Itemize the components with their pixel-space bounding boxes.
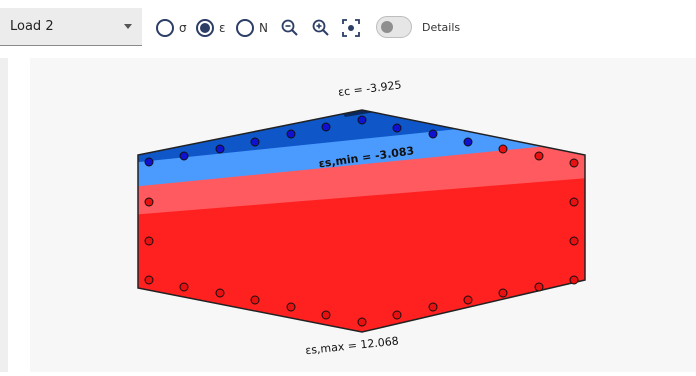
- radio-ring: [236, 19, 254, 37]
- rebar-tension: [498, 144, 508, 154]
- section-outline: [137, 109, 586, 333]
- rebar-tension: [498, 288, 508, 298]
- rebar-compression: [463, 137, 473, 147]
- rebar-tension: [569, 197, 579, 207]
- rebar-tension: [392, 310, 402, 320]
- fit-view-icon: [342, 19, 360, 37]
- rebar-compression: [357, 115, 367, 125]
- rebar-tension: [144, 236, 154, 246]
- rebar-compression: [286, 129, 296, 139]
- reinforcement-bars: [144, 115, 579, 327]
- rebar-tension: [463, 295, 473, 305]
- toolbar: Load 2 σ ε N De: [0, 0, 696, 56]
- rebar-tension: [144, 275, 154, 285]
- strain-diagram-canvas[interactable]: εc = -3.925 εs,min = -3.083 εs,max = 12.…: [30, 58, 696, 372]
- load-case-select[interactable]: Load 2: [0, 8, 142, 46]
- load-case-value: Load 2: [10, 19, 54, 34]
- details-toggle[interactable]: [376, 16, 412, 38]
- rebar-tension: [569, 236, 579, 246]
- radio-epsilon-label: ε: [219, 21, 226, 35]
- rebar-tension: [534, 282, 544, 292]
- rebar-tension: [286, 302, 296, 312]
- radio-sigma-label: σ: [179, 21, 187, 35]
- rebar-tension: [569, 275, 579, 285]
- rebar-tension: [144, 197, 154, 207]
- rebar-compression: [250, 137, 260, 147]
- rebar-tension: [428, 302, 438, 312]
- zoom-out-button[interactable]: [279, 17, 301, 39]
- rebar-tension: [179, 282, 189, 292]
- radio-selected-dot: [200, 23, 210, 33]
- toggle-knob: [381, 21, 393, 33]
- chevron-down-icon: [124, 24, 132, 29]
- rebar-tension: [534, 151, 544, 161]
- ec-label: εc = -3.925: [337, 78, 402, 99]
- rebar-tension: [215, 288, 225, 298]
- radio-n-label: N: [259, 21, 268, 35]
- radio-ring: [156, 19, 174, 37]
- es-max-label: εs,max = 12.068: [305, 334, 400, 357]
- rebar-compression: [428, 129, 438, 139]
- rebar-compression: [179, 151, 189, 161]
- rebar-tension: [569, 158, 579, 168]
- strain-zones: [138, 110, 585, 332]
- left-panel-edge: [0, 58, 8, 372]
- rebar-compression: [321, 122, 331, 132]
- zoom-in-icon: [312, 19, 329, 36]
- fit-view-button[interactable]: [340, 17, 362, 39]
- rebar-compression: [144, 157, 154, 167]
- rebar-compression: [215, 144, 225, 154]
- rebar-tension: [250, 295, 260, 305]
- rebar-compression: [392, 123, 402, 133]
- details-label: Details: [422, 21, 461, 34]
- cross-section-diagram: εc = -3.925 εs,min = -3.083 εs,max = 12.…: [137, 78, 586, 357]
- radio-ring: [196, 19, 214, 37]
- rebar-tension: [357, 317, 367, 327]
- zoom-out-icon: [281, 19, 298, 36]
- zoom-in-button[interactable]: [310, 17, 332, 39]
- rebar-tension: [321, 310, 331, 320]
